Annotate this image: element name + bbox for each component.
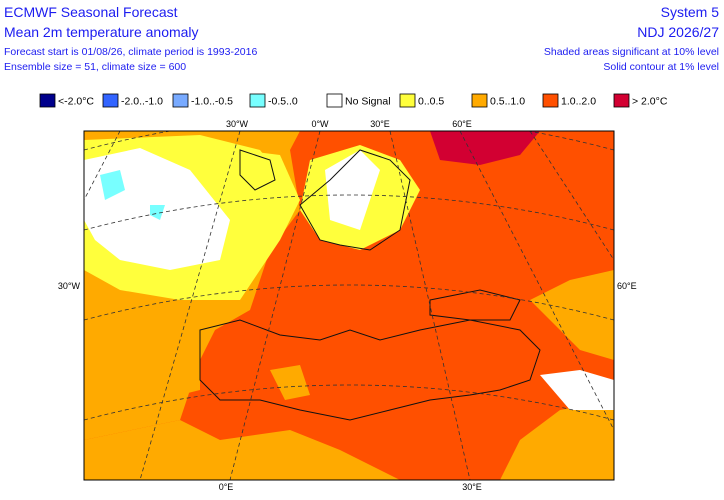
legend-swatch — [613, 93, 630, 108]
lon-label: 30°W — [226, 119, 249, 129]
legend-label: 0..0.5 — [418, 96, 444, 108]
lon-label: 30°E — [370, 119, 390, 129]
legend-label: 0.5..1.0 — [490, 96, 525, 108]
legend-label: -0.5..0 — [268, 96, 298, 108]
lon-label: 0°E — [219, 482, 234, 492]
legend-swatch — [249, 93, 266, 108]
legend-label: -1.0..-0.5 — [191, 96, 233, 108]
info: Forecast start is 01/08/26, climate peri… — [4, 46, 257, 58]
legend-label: <-2.0°C — [58, 96, 94, 108]
legend-swatch — [471, 93, 488, 108]
legend-swatch — [172, 93, 189, 108]
map — [84, 131, 614, 480]
legend-swatch — [542, 93, 559, 108]
lat-label: 30°W — [58, 281, 81, 291]
legend-swatch — [102, 93, 119, 108]
note: Shaded areas significant at 10% level — [544, 46, 719, 58]
map-frame — [83, 130, 615, 481]
period: NDJ 2026/27 — [637, 24, 719, 40]
system: System 5 — [661, 4, 720, 20]
legend: <-2.0°C -2.0..-1.0 -1.0..-0.5 -0.5..0 No Sig… — [39, 93, 668, 108]
title: ECMWF Seasonal Forecast — [4, 4, 178, 20]
lon-label: 60°E — [452, 119, 472, 129]
legend-label: No Signal — [345, 96, 391, 108]
lat-label: 60°E — [617, 281, 637, 291]
lon-label: 0°W — [311, 119, 329, 129]
lon-label: 30°E — [462, 482, 482, 492]
subtitle: Mean 2m temperature anomaly — [4, 24, 199, 40]
legend-label: -2.0..-1.0 — [121, 96, 163, 108]
legend-label: 1.0..2.0 — [561, 96, 596, 108]
legend-label: > 2.0°C — [632, 96, 668, 108]
note: Solid contour at 1% level — [603, 61, 719, 73]
legend-swatch — [39, 93, 56, 108]
legend-swatch — [399, 93, 416, 108]
legend-swatch — [326, 93, 343, 108]
info: Ensemble size = 51, climate size = 600 — [4, 61, 186, 73]
